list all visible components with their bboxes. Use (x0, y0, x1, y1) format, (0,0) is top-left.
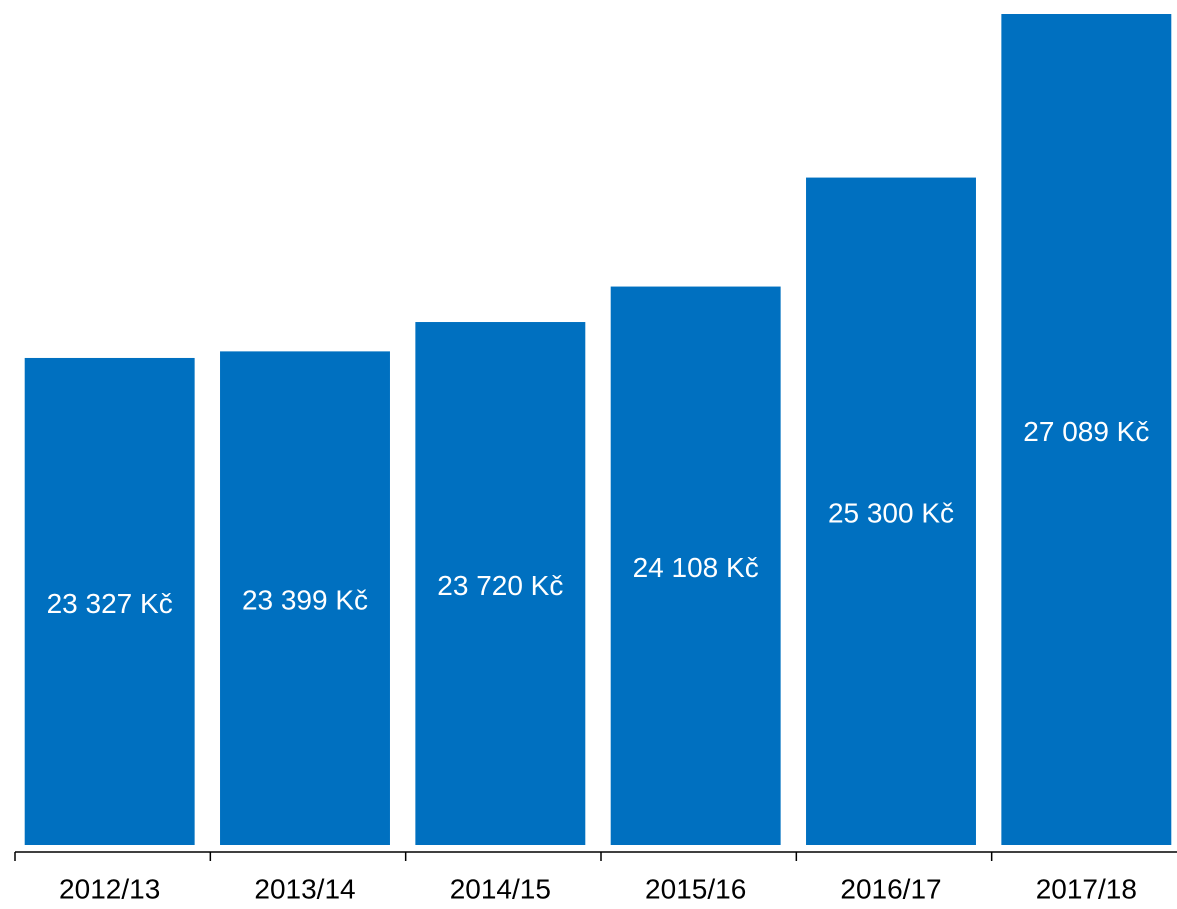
x-tick-label: 2012/13 (59, 873, 160, 904)
bar (24, 357, 195, 845)
x-tick-label: 2013/14 (254, 873, 355, 904)
x-tick-label: 2015/16 (645, 873, 746, 904)
bar (415, 322, 586, 845)
bar (1001, 14, 1172, 845)
bar (610, 286, 781, 845)
data-label: 27 089 Kč (1023, 416, 1149, 447)
x-tick-label: 2016/17 (840, 873, 941, 904)
data-label: 23 327 Kč (47, 588, 173, 619)
data-label: 23 399 Kč (242, 585, 368, 616)
data-label: 24 108 Kč (633, 552, 759, 583)
x-tick-label: 2014/15 (450, 873, 551, 904)
bar (806, 177, 976, 846)
bar (220, 351, 390, 845)
data-label: 23 720 Kč (437, 570, 563, 601)
x-tick-label: 2017/18 (1036, 873, 1137, 904)
data-label: 25 300 Kč (828, 498, 954, 529)
